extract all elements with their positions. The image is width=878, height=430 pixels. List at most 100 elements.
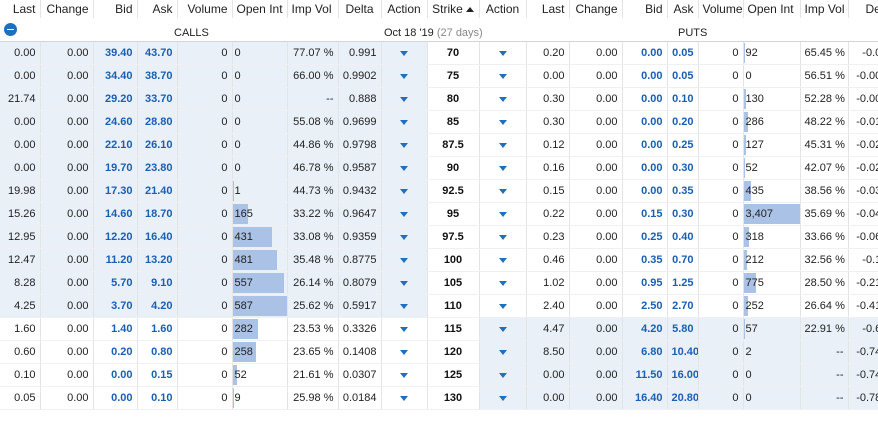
call-ask[interactable]: 16.40 <box>137 225 178 249</box>
put-bid[interactable]: 0.00 <box>622 133 668 157</box>
call-bid[interactable]: 1.40 <box>93 317 138 341</box>
call-action-dropdown[interactable] <box>381 110 428 134</box>
call-action-dropdown[interactable] <box>381 248 428 272</box>
col-put-delta[interactable]: Delta <box>848 0 878 18</box>
caret-down-icon[interactable] <box>498 349 507 355</box>
call-bid[interactable]: 3.70 <box>93 294 138 318</box>
call-bid[interactable]: 24.60 <box>93 110 138 134</box>
put-ask[interactable]: 0.10 <box>667 87 699 111</box>
put-ask[interactable]: 0.40 <box>667 225 699 249</box>
put-action-dropdown[interactable] <box>479 248 527 272</box>
caret-down-icon[interactable] <box>498 326 507 332</box>
call-bid[interactable]: 19.70 <box>93 156 138 180</box>
put-ask[interactable]: 20.80 <box>667 386 699 410</box>
call-ask[interactable]: 23.80 <box>137 156 178 180</box>
call-ask[interactable]: 0.80 <box>137 340 178 364</box>
call-action-dropdown[interactable] <box>381 41 428 65</box>
put-bid[interactable]: 11.50 <box>622 363 668 387</box>
call-ask[interactable]: 28.80 <box>137 110 178 134</box>
call-ask[interactable]: 18.70 <box>137 202 178 226</box>
put-bid[interactable]: 16.40 <box>622 386 668 410</box>
caret-down-icon[interactable] <box>498 142 507 148</box>
col-put-change[interactable]: Change <box>569 0 623 18</box>
put-ask[interactable]: 1.25 <box>667 271 699 295</box>
col-call-action[interactable]: Action <box>381 0 428 18</box>
caret-down-icon[interactable] <box>498 211 507 217</box>
call-action-dropdown[interactable] <box>381 363 428 387</box>
collapse-icon[interactable] <box>4 22 17 36</box>
caret-down-icon[interactable] <box>400 326 408 332</box>
put-action-dropdown[interactable] <box>479 156 527 180</box>
caret-down-icon[interactable] <box>498 50 507 56</box>
put-bid[interactable]: 0.00 <box>622 64 668 88</box>
put-bid[interactable]: 0.15 <box>622 202 668 226</box>
put-ask[interactable]: 0.20 <box>667 110 699 134</box>
call-ask[interactable]: 1.60 <box>137 317 178 341</box>
call-bid[interactable]: 22.10 <box>93 133 138 157</box>
call-bid[interactable]: 34.40 <box>93 64 138 88</box>
put-bid[interactable]: 4.20 <box>622 317 668 341</box>
caret-down-icon[interactable] <box>400 188 408 194</box>
caret-down-icon[interactable] <box>498 280 507 286</box>
caret-down-icon[interactable] <box>498 257 507 263</box>
caret-down-icon[interactable] <box>498 165 507 171</box>
put-action-dropdown[interactable] <box>479 41 527 65</box>
call-ask[interactable]: 0.15 <box>137 363 178 387</box>
call-action-dropdown[interactable] <box>381 156 428 180</box>
call-ask[interactable]: 9.10 <box>137 271 178 295</box>
call-ask[interactable]: 33.70 <box>137 87 178 111</box>
call-action-dropdown[interactable] <box>381 202 428 226</box>
put-bid[interactable]: 0.00 <box>622 110 668 134</box>
col-strike[interactable]: Strike <box>427 0 480 18</box>
call-action-dropdown[interactable] <box>381 179 428 203</box>
call-action-dropdown[interactable] <box>381 386 428 410</box>
expiration-label[interactable]: Oct 18 '19 (27 days) <box>384 27 483 39</box>
put-ask[interactable]: 16.00 <box>667 363 699 387</box>
caret-down-icon[interactable] <box>400 211 408 217</box>
put-action-dropdown[interactable] <box>479 133 527 157</box>
caret-down-icon[interactable] <box>498 188 507 194</box>
caret-down-icon[interactable] <box>400 303 408 309</box>
caret-down-icon[interactable] <box>400 349 408 355</box>
caret-down-icon[interactable] <box>400 165 408 171</box>
call-action-dropdown[interactable] <box>381 87 428 111</box>
col-put-open-int[interactable]: Open Int <box>743 0 801 18</box>
call-bid[interactable]: 11.20 <box>93 248 138 272</box>
call-ask[interactable]: 13.20 <box>137 248 178 272</box>
put-action-dropdown[interactable] <box>479 87 527 111</box>
caret-down-icon[interactable] <box>498 372 507 378</box>
col-put-imp-vol[interactable]: Imp Vol <box>800 0 849 18</box>
call-ask[interactable]: 21.40 <box>137 179 178 203</box>
caret-down-icon[interactable] <box>498 395 507 401</box>
call-bid[interactable]: 5.70 <box>93 271 138 295</box>
put-ask[interactable]: 0.05 <box>667 41 699 65</box>
caret-down-icon[interactable] <box>400 395 408 401</box>
call-bid[interactable]: 12.20 <box>93 225 138 249</box>
call-bid[interactable]: 0.00 <box>93 363 138 387</box>
caret-down-icon[interactable] <box>498 303 507 309</box>
put-action-dropdown[interactable] <box>479 294 527 318</box>
call-action-dropdown[interactable] <box>381 340 428 364</box>
call-ask[interactable]: 26.10 <box>137 133 178 157</box>
put-bid[interactable]: 0.35 <box>622 248 668 272</box>
col-put-last[interactable]: Last <box>526 0 570 18</box>
call-bid[interactable]: 29.20 <box>93 87 138 111</box>
put-ask[interactable]: 0.70 <box>667 248 699 272</box>
put-bid[interactable]: 0.00 <box>622 87 668 111</box>
caret-down-icon[interactable] <box>498 119 507 125</box>
call-action-dropdown[interactable] <box>381 294 428 318</box>
put-ask[interactable]: 0.30 <box>667 202 699 226</box>
col-put-ask[interactable]: Ask <box>667 0 699 18</box>
call-bid[interactable]: 0.20 <box>93 340 138 364</box>
put-action-dropdown[interactable] <box>479 64 527 88</box>
caret-down-icon[interactable] <box>400 234 408 240</box>
call-bid[interactable]: 39.40 <box>93 41 138 65</box>
caret-down-icon[interactable] <box>400 119 408 125</box>
caret-down-icon[interactable] <box>498 73 507 79</box>
col-call-ask[interactable]: Ask <box>137 0 178 18</box>
caret-down-icon[interactable] <box>400 73 408 79</box>
put-ask[interactable]: 0.30 <box>667 156 699 180</box>
call-action-dropdown[interactable] <box>381 317 428 341</box>
put-ask[interactable]: 10.40 <box>667 340 699 364</box>
put-ask[interactable]: 2.70 <box>667 294 699 318</box>
